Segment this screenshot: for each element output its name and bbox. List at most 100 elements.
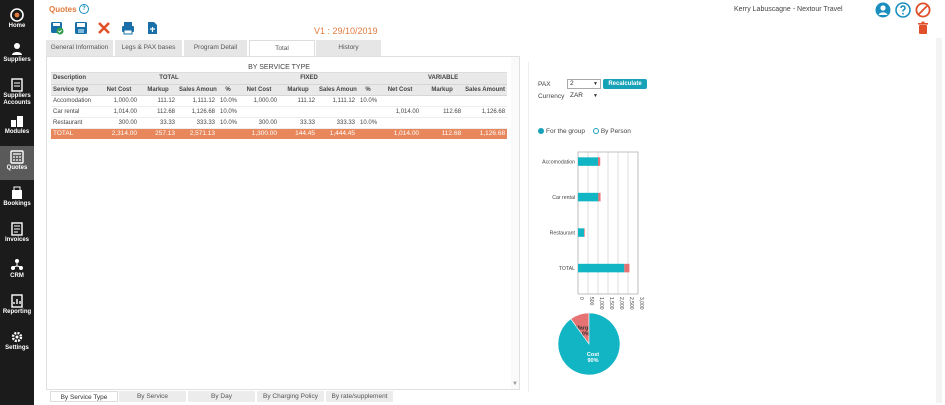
table-cell: 112.68 <box>421 106 464 118</box>
sidebar-item-settings[interactable]: Settings <box>0 326 34 360</box>
column-header[interactable]: Sales Amount <box>463 83 508 96</box>
sidebar-item-reporting[interactable]: Reporting <box>0 290 34 324</box>
pie-slice-percent: 90% <box>587 358 598 364</box>
currency-select[interactable]: ZAR ▼ <box>567 91 601 101</box>
print-icon[interactable] <box>121 21 135 35</box>
calculator-icon <box>10 150 24 164</box>
table-cell <box>239 106 280 118</box>
bar-cost <box>578 263 625 273</box>
help-circle-icon[interactable] <box>895 2 911 18</box>
chevron-down-icon: ▼ <box>593 81 598 87</box>
page-scrollbar[interactable] <box>936 38 942 403</box>
sidebar-item-crm[interactable]: CRM <box>0 254 34 288</box>
bar-cost <box>578 228 584 237</box>
bar-cost <box>578 157 598 166</box>
help-icon[interactable]: ? <box>79 4 89 14</box>
column-header[interactable]: Net Cost <box>379 83 422 96</box>
tab-total[interactable]: Total <box>249 40 315 56</box>
tab-by-service-type[interactable]: By Service Type <box>50 391 118 402</box>
export-document-icon[interactable] <box>145 21 159 35</box>
logout-icon[interactable] <box>915 2 931 18</box>
tab-by-day[interactable]: By Day <box>188 391 256 402</box>
column-header[interactable]: % <box>217 83 240 96</box>
report-scrollbar[interactable]: ▼ <box>511 57 519 389</box>
table-cell <box>463 117 508 129</box>
delete-icon[interactable] <box>916 21 930 35</box>
user-profile-icon[interactable] <box>875 2 891 18</box>
table-cell: 1,111.12 <box>317 95 358 107</box>
sidebar-item-label: Suppliers <box>3 57 31 63</box>
tab-program-detail[interactable]: Program Detail <box>184 40 248 56</box>
sidebar-item-suppliers[interactable]: Suppliers <box>0 38 34 72</box>
table-cell <box>357 106 380 118</box>
group-description: Description <box>51 73 99 84</box>
total-cell: 112.68 <box>421 128 464 139</box>
column-header[interactable]: Markup <box>421 83 464 96</box>
table-cell: 10.0% <box>217 95 240 107</box>
service-type-bar-chart: 0 500 1,000 1,500 2,000 2,500 3,000 Accomodatio… <box>542 151 644 310</box>
recalculate-button[interactable]: Recalculate <box>603 79 647 89</box>
chevron-down-icon: ▼ <box>593 93 598 99</box>
radio-for-the-group[interactable] <box>538 128 544 134</box>
table-cell: 111.12 <box>279 95 318 107</box>
tab-history[interactable]: History <box>316 40 382 56</box>
total-cell: 1,126.68 <box>463 128 508 139</box>
column-header[interactable]: Net Cost <box>239 83 280 96</box>
version-label: V1 : 29/10/2019 <box>314 26 378 36</box>
sidebar-item-quotes[interactable]: Quotes <box>0 146 34 180</box>
sidebar-item-bookings[interactable]: Bookings <box>0 182 34 216</box>
pie-slice-cost <box>557 312 621 376</box>
sidebar-item-suppliers-accounts[interactable]: Suppliers Accounts <box>0 74 34 108</box>
table-row: Car rental 1,014.00 112.68 1,126.68 10.0% 1,0… <box>51 106 508 118</box>
table-cell: 300.00 <box>99 117 139 129</box>
column-header[interactable]: % <box>357 83 380 96</box>
x-tick-label: 0 <box>578 297 584 300</box>
sidebar-item-modules[interactable]: Modules <box>0 110 34 144</box>
currency-value: ZAR <box>570 92 583 99</box>
table-cell <box>421 117 464 129</box>
invoice-icon <box>11 222 23 236</box>
y-category-label: Car rental <box>552 195 575 201</box>
crm-icon <box>11 259 23 270</box>
tab-general-information[interactable]: General Information <box>46 40 114 56</box>
column-header[interactable]: Sales Amount <box>317 83 358 96</box>
column-header[interactable]: Sales Amount <box>177 83 217 96</box>
x-tick-label: 3,000 <box>638 297 644 310</box>
column-header[interactable]: Markup <box>279 83 318 96</box>
bar-margin <box>598 192 601 202</box>
save-and-approve-icon[interactable] <box>50 21 64 35</box>
table-cell <box>279 106 318 118</box>
row-service-type: Restaurant <box>51 117 99 129</box>
column-header[interactable]: Net Cost <box>99 83 139 96</box>
table-cell: 10.0% <box>217 106 240 118</box>
column-header[interactable]: Service type <box>51 83 99 96</box>
tab-by-rate-supplement[interactable]: By rate/supplement <box>326 391 394 402</box>
home-icon <box>10 8 24 22</box>
currency-label: Currency <box>538 93 565 100</box>
cancel-icon[interactable] <box>97 21 111 35</box>
total-cell: 257.13 <box>139 128 177 139</box>
pax-select[interactable]: 2 ▼ <box>567 79 601 89</box>
save-icon[interactable] <box>74 21 88 35</box>
modules-icon <box>11 116 23 127</box>
sidebar-item-home[interactable]: Home <box>0 2 34 36</box>
sidebar-item-label: Modules <box>4 129 30 135</box>
table-row: Restaurant 300.00 33.33 333.33 10.0% 300.00 33… <box>51 117 508 129</box>
table-cell: 333.33 <box>317 117 358 129</box>
scroll-down-arrow-icon[interactable]: ▼ <box>512 381 518 387</box>
table-cell: 1,126.68 <box>177 106 217 118</box>
radio-by-person[interactable] <box>592 128 599 134</box>
table-cell: 300.00 <box>239 117 280 129</box>
tab-by-service[interactable]: By Service <box>119 391 187 402</box>
tab-legs-pax-bases[interactable]: Legs & PAX bases <box>115 40 183 56</box>
tab-by-charging-policy[interactable]: By Charging Policy <box>257 391 325 402</box>
column-header[interactable]: Markup <box>139 83 177 96</box>
table-cell: 111.12 <box>139 95 177 107</box>
sidebar-item-label: Bookings <box>3 201 31 207</box>
panel-divider <box>528 62 529 392</box>
table-cell: 1,000.00 <box>239 95 280 107</box>
total-cell <box>217 128 240 139</box>
sidebar-item-invoices[interactable]: Invoices <box>0 218 34 252</box>
row-service-type: Accomodation <box>51 95 99 107</box>
